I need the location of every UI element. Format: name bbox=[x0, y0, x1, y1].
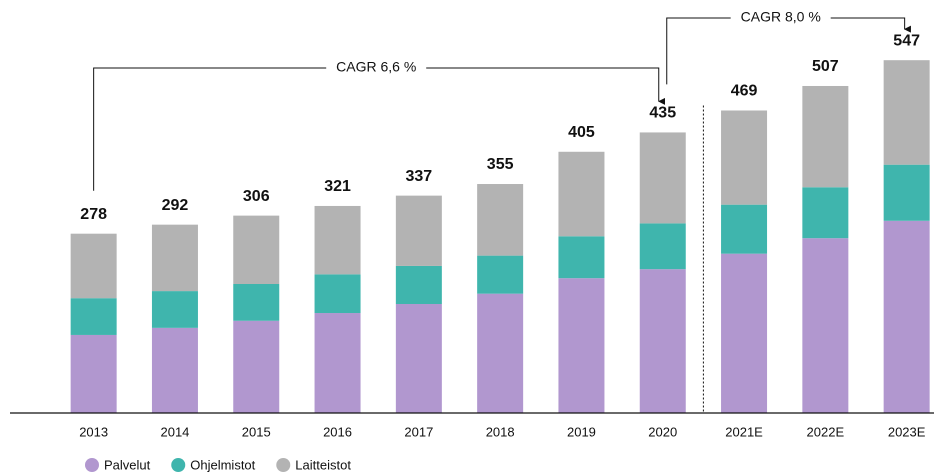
bar-segment bbox=[477, 184, 524, 256]
total-label: 507 bbox=[812, 58, 839, 75]
total-label: 469 bbox=[731, 83, 758, 100]
x-tick-label: 2018 bbox=[486, 424, 515, 439]
bar-segment bbox=[883, 60, 930, 165]
total-label: 292 bbox=[162, 197, 189, 214]
cagr-label-bg bbox=[326, 59, 427, 77]
bar-segment bbox=[802, 85, 849, 188]
bar-segment bbox=[70, 233, 117, 299]
x-tick-label: 2017 bbox=[404, 424, 433, 439]
x-tick-label: 2023E bbox=[888, 424, 926, 439]
bar-segment bbox=[558, 236, 605, 279]
bar-segment bbox=[233, 284, 280, 321]
cagr-label: CAGR 6,6 % bbox=[336, 59, 416, 75]
total-label: 321 bbox=[324, 178, 351, 195]
bar-segment bbox=[721, 253, 768, 413]
bar-segment bbox=[233, 320, 280, 413]
bar-segment bbox=[883, 164, 930, 221]
bar-segment bbox=[314, 274, 361, 314]
total-label: 547 bbox=[893, 32, 920, 49]
bar-segment bbox=[70, 298, 117, 335]
bar-segment bbox=[314, 205, 361, 275]
x-tick-label: 2021E bbox=[725, 424, 763, 439]
bar-segment bbox=[721, 110, 768, 205]
bar-segment bbox=[151, 291, 198, 328]
bar-segment bbox=[70, 334, 117, 413]
total-label: 355 bbox=[487, 156, 514, 173]
bar-segment bbox=[233, 215, 280, 284]
bar-segment bbox=[477, 255, 524, 294]
x-tick-label: 2015 bbox=[242, 424, 271, 439]
x-tick-label: 2019 bbox=[567, 424, 596, 439]
cagr-label-bg bbox=[730, 9, 831, 27]
bar-segment bbox=[151, 224, 198, 292]
bar-segment bbox=[639, 269, 686, 413]
total-label: 337 bbox=[405, 168, 432, 185]
bar-segment bbox=[314, 313, 361, 413]
total-label: 435 bbox=[649, 105, 676, 122]
x-tick-label: 2013 bbox=[79, 424, 108, 439]
total-label: 306 bbox=[243, 188, 270, 205]
bar-segment bbox=[558, 278, 605, 413]
legend-swatch bbox=[276, 458, 291, 472]
bar-segment bbox=[151, 327, 198, 413]
legend-label: Ohjelmistot bbox=[190, 457, 255, 472]
bar-segment bbox=[639, 223, 686, 270]
bar-segment bbox=[802, 238, 849, 413]
bar-segment bbox=[395, 303, 442, 413]
x-tick-label: 2020 bbox=[648, 424, 677, 439]
bar-segment bbox=[883, 220, 930, 413]
legend-swatch bbox=[85, 458, 99, 472]
cagr-label: CAGR 8,0 % bbox=[741, 9, 821, 25]
total-label: 278 bbox=[80, 206, 107, 223]
bar-segment bbox=[802, 187, 849, 239]
bar-segment bbox=[639, 132, 686, 224]
cagr-bracket bbox=[666, 17, 911, 85]
x-tick-label: 2022E bbox=[807, 424, 845, 439]
bar-segment bbox=[395, 195, 442, 266]
legend-label: Laitteistot bbox=[295, 457, 351, 472]
bar-segment bbox=[558, 151, 605, 237]
legend-label: Palvelut bbox=[104, 457, 151, 472]
bar-segment bbox=[721, 204, 768, 254]
legend-swatch bbox=[171, 458, 186, 472]
bar-segment bbox=[477, 293, 524, 413]
x-tick-label: 2014 bbox=[160, 424, 189, 439]
x-tick-label: 2016 bbox=[323, 424, 352, 439]
total-label: 405 bbox=[568, 124, 595, 141]
bar-segment bbox=[395, 265, 442, 304]
